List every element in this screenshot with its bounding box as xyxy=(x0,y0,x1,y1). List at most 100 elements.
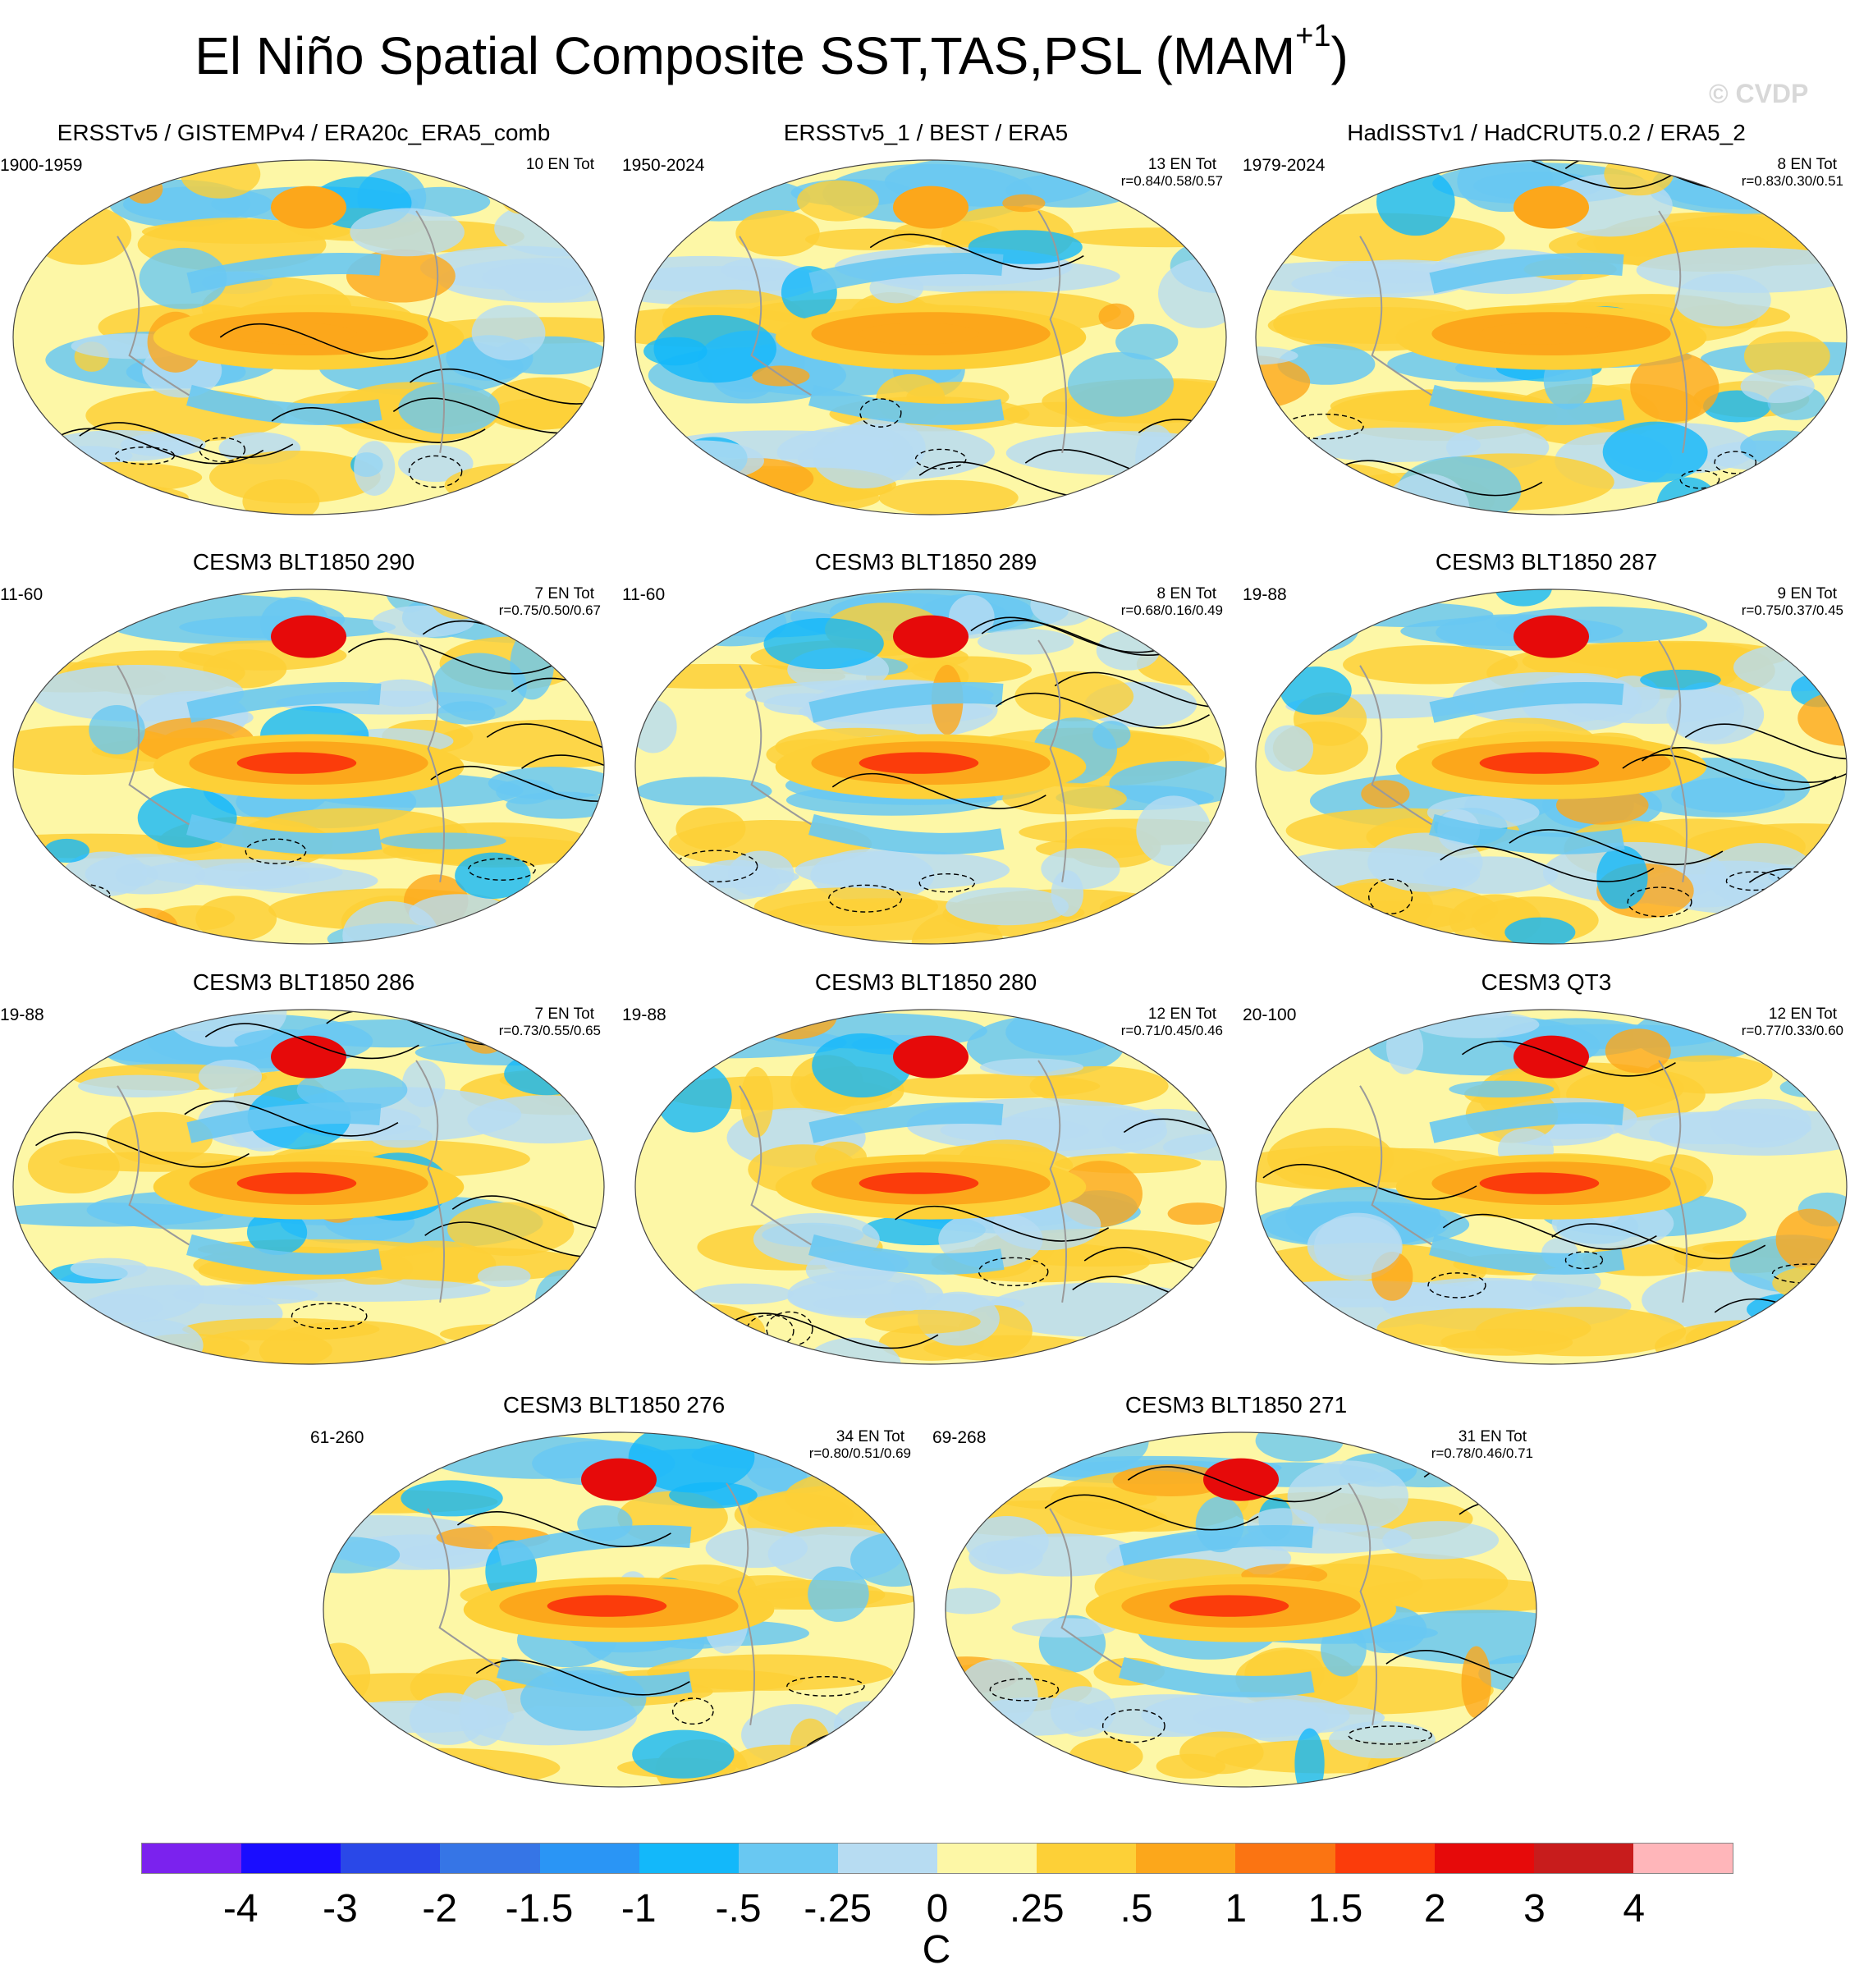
anomaly-patch xyxy=(635,910,720,944)
anomaly-patch xyxy=(459,1679,509,1747)
anomaly-patch xyxy=(1577,231,1736,257)
colorbar-swatch xyxy=(539,1844,639,1873)
colorbar-tick-label: -1.5 xyxy=(505,1887,574,1931)
map-container xyxy=(10,157,617,526)
sst-map xyxy=(634,589,1227,945)
cool-horseshoe xyxy=(497,1656,693,1697)
americas-coastline xyxy=(1658,639,1688,882)
panel-event-count: 31 EN Tot xyxy=(1458,1428,1527,1445)
anomaly-patch xyxy=(246,1209,308,1255)
cool-horseshoe xyxy=(186,1234,382,1275)
psl-contour xyxy=(1216,263,1226,300)
psl-contour xyxy=(1083,1246,1226,1284)
psl-contour-negative xyxy=(468,858,536,881)
panel-event-count: 7 EN Tot xyxy=(534,1005,594,1023)
panel-correlation: r=0.73/0.55/0.65 xyxy=(498,1023,601,1038)
map-outline xyxy=(634,1009,1227,1365)
psl-contour-negative xyxy=(1564,1251,1604,1270)
anomaly-patch xyxy=(1256,472,1301,502)
map-outline xyxy=(323,1431,915,1788)
anomaly-patch xyxy=(471,305,546,361)
psl-contour xyxy=(1054,671,1226,708)
cool-horseshoe xyxy=(186,1102,382,1143)
map-panel: CESM3 BLT1850 271 69-268 31 EN Tot r=0.7… xyxy=(932,1391,1540,1793)
anomaly-patch xyxy=(635,266,829,293)
anomaly-patch xyxy=(795,850,1010,890)
anomaly-patch xyxy=(1640,669,1721,690)
map-outline xyxy=(1255,589,1848,945)
americas-coastline xyxy=(726,1482,755,1725)
anomaly-patch xyxy=(1343,645,1518,685)
anomaly-patch xyxy=(808,1566,869,1622)
panel-event-count: 13 EN Tot xyxy=(1147,156,1216,173)
sst-map xyxy=(12,1009,605,1365)
anomaly-patch xyxy=(1267,1128,1394,1189)
psl-contour-negative xyxy=(859,398,902,428)
map-panel: CESM3 QT3 20-100 12 EN Tot r=0.77/0.33/0… xyxy=(1243,969,1850,1371)
anomaly-patch xyxy=(946,887,1069,926)
panel-title: CESM3 BLT1850 271 xyxy=(1124,1392,1348,1418)
asia-australia-coastline xyxy=(739,1085,812,1246)
cool-horseshoe xyxy=(1429,682,1624,723)
colorbar-tick-label: -1 xyxy=(621,1887,657,1931)
anomaly-patch xyxy=(1494,589,1553,607)
psl-contour xyxy=(521,754,604,791)
anomaly-patch xyxy=(1280,603,1359,653)
nino-core xyxy=(859,752,979,774)
anomaly-patch xyxy=(354,441,396,496)
panel-period: 20-100 xyxy=(1243,1005,1297,1024)
anomaly-patch xyxy=(1674,273,1771,327)
cool-horseshoe xyxy=(808,384,1005,425)
anomaly-patch xyxy=(813,424,914,489)
panel-period: 11-60 xyxy=(0,585,44,604)
anomaly-patch xyxy=(850,1532,914,1587)
map-outline xyxy=(634,159,1227,515)
colorbar-units: C xyxy=(922,1928,951,1972)
panel-title: CESM3 BLT1850 290 xyxy=(192,549,415,575)
anomaly-patch xyxy=(141,859,343,886)
colorbar-tick-label: -2 xyxy=(422,1887,458,1931)
anomaly-patch xyxy=(1050,1686,1115,1737)
sst-map xyxy=(12,159,605,515)
alaska-anomaly xyxy=(1514,186,1589,229)
alaska-anomaly xyxy=(271,186,346,229)
psl-contour xyxy=(204,1023,419,1060)
anomaly-patch xyxy=(788,1432,835,1463)
alaska-anomaly xyxy=(893,186,969,229)
psl-contour xyxy=(1328,460,1543,497)
figure-title-text: El Niño Spatial Composite SST,TAS,PSL (M… xyxy=(195,26,1296,85)
anomaly-patch xyxy=(1740,430,1825,465)
map-container xyxy=(942,1429,1550,1798)
psl-contour xyxy=(79,422,294,459)
psl-contour xyxy=(1055,919,1226,944)
psl-contour-negative xyxy=(671,1697,714,1725)
anomaly-patch xyxy=(1382,1521,1500,1560)
anomaly-patch xyxy=(401,1060,446,1108)
anomaly-patch xyxy=(439,1323,571,1344)
anomaly-patch xyxy=(1002,194,1046,213)
psl-contour xyxy=(724,1312,939,1349)
psl-contour xyxy=(1718,1330,1847,1364)
nino-core xyxy=(1479,1172,1600,1194)
psl-contour xyxy=(1092,1010,1226,1033)
panel-correlation: r=0.80/0.51/0.69 xyxy=(808,1445,911,1461)
panel-event-count: 9 EN Tot xyxy=(1777,585,1837,602)
anomaly-patch xyxy=(398,445,474,483)
map-container xyxy=(1252,157,1860,526)
americas-coastline xyxy=(1348,1482,1377,1725)
anomaly-patch xyxy=(510,629,555,700)
anomaly-patch xyxy=(463,1017,508,1054)
cool-horseshoe xyxy=(1429,813,1625,854)
psl-contour xyxy=(451,1195,604,1232)
anomaly-patch xyxy=(1014,671,1134,721)
panel-correlation: r=0.71/0.45/0.46 xyxy=(1120,1023,1223,1038)
map-container xyxy=(632,1006,1239,1376)
colorbar-tick-label: 3 xyxy=(1523,1887,1546,1931)
colorbar-swatch xyxy=(241,1844,341,1873)
asia-australia-coastline xyxy=(739,665,812,826)
panel-period: 1900-1959 xyxy=(0,156,83,175)
anomaly-patch xyxy=(341,1757,499,1787)
anomaly-patch xyxy=(1376,1308,1591,1349)
nino-core xyxy=(1479,752,1600,774)
anomaly-patch xyxy=(891,1280,927,1312)
